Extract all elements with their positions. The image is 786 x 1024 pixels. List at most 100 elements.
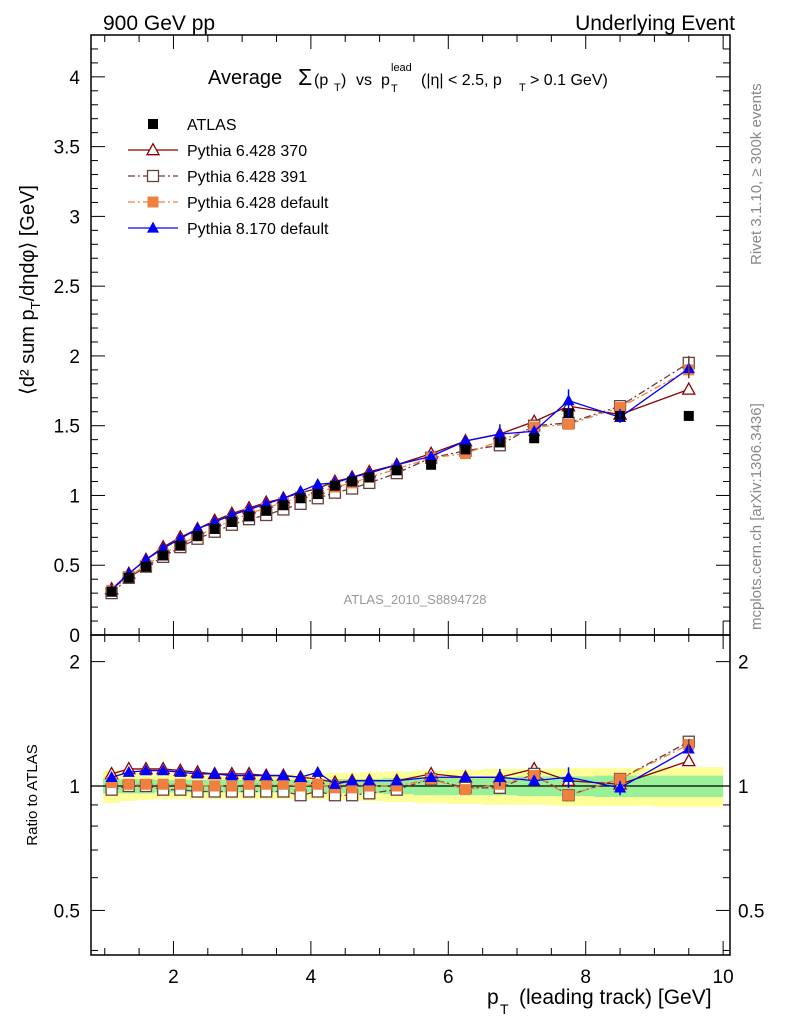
marker xyxy=(174,532,187,544)
marker xyxy=(294,770,307,782)
marker xyxy=(425,770,438,782)
marker xyxy=(294,484,307,496)
marker xyxy=(209,780,221,792)
marker xyxy=(123,572,134,583)
title-p-sub: T xyxy=(391,83,398,95)
marker xyxy=(192,530,203,541)
marker xyxy=(278,500,289,511)
marker xyxy=(329,480,340,491)
ratio-y-tick-label-right: 0.5 xyxy=(738,901,764,922)
marker xyxy=(312,489,323,500)
marker xyxy=(175,540,186,551)
marker xyxy=(363,774,376,786)
marker xyxy=(683,410,694,421)
header-left: 900 GeV pp xyxy=(103,12,215,35)
title-sigma: Σ xyxy=(298,64,312,90)
marker xyxy=(277,778,289,790)
marker xyxy=(459,784,471,796)
title-detail: (|η| < 2.5, p xyxy=(421,72,502,89)
mcplots-label: mcplots.cern.ch [arXiv:1306.3436] xyxy=(748,403,765,630)
title-average: Average xyxy=(208,67,282,89)
y-tick-label: 2 xyxy=(69,347,80,368)
title-p-sup: lead xyxy=(391,62,412,74)
marker xyxy=(528,774,541,786)
y-tick-label: 1.5 xyxy=(54,417,80,438)
marker xyxy=(148,119,158,129)
marker xyxy=(528,424,541,436)
marker xyxy=(563,418,575,430)
title-sigma-sub: T xyxy=(334,82,341,94)
y-tick-label: 4 xyxy=(69,68,80,89)
marker xyxy=(208,515,221,527)
y-tick-label: 0.5 xyxy=(54,556,80,577)
x-tick-label: 10 xyxy=(713,967,734,988)
rivet-label: Rivet 3.1.10, ≥ 300k events xyxy=(748,83,765,265)
xlabel-rest: (leading track) [GeV] xyxy=(519,986,712,1009)
marker xyxy=(614,773,626,785)
title-detail-sub: T xyxy=(519,82,526,94)
series-line xyxy=(111,388,689,590)
marker xyxy=(425,450,438,462)
marker xyxy=(242,503,256,515)
x-tick-label: 8 xyxy=(580,967,591,988)
marker xyxy=(157,778,169,790)
y-tick-label: 1 xyxy=(69,486,80,507)
marker xyxy=(225,508,238,520)
legend-label-p6-370: Pythia 6.428 370 xyxy=(187,143,307,160)
marker xyxy=(346,782,358,794)
marker xyxy=(123,778,135,790)
marker xyxy=(139,764,153,776)
main-ylabel: ⟨d² sum pT/dηdφ⟩ [GeV] xyxy=(17,185,43,395)
marker xyxy=(147,196,159,208)
marker xyxy=(146,221,160,233)
marker xyxy=(277,769,290,781)
marker xyxy=(363,780,375,792)
y-tick-label: 3 xyxy=(69,207,80,228)
y-tick-label: 3.5 xyxy=(54,138,80,159)
title-detail-end: > 0.1 GeV) xyxy=(530,72,608,89)
marker xyxy=(106,776,118,788)
legend-label-p8-default: Pythia 8.170 default xyxy=(187,221,329,238)
marker xyxy=(122,765,135,777)
x-tick-label: 6 xyxy=(443,967,454,988)
marker xyxy=(364,472,375,483)
marker xyxy=(295,780,307,792)
ratio-ylabel: Ratio to ATLAS xyxy=(24,744,41,845)
marker xyxy=(346,774,359,786)
marker xyxy=(146,169,160,183)
series-line xyxy=(111,369,690,591)
ratio-y-tick-label-right: 2 xyxy=(738,653,749,674)
marker xyxy=(157,542,170,554)
legend-label-p6-391: Pythia 6.428 391 xyxy=(187,169,307,186)
ratio-series-layer xyxy=(104,735,696,802)
series-pythia-6-428-391 xyxy=(105,356,695,600)
marker xyxy=(459,434,472,446)
ratio-y-tick-label: 2 xyxy=(69,653,80,674)
title-vs: vs xyxy=(356,72,372,89)
marker xyxy=(328,777,341,789)
marker xyxy=(208,767,221,779)
marker xyxy=(347,476,358,487)
marker xyxy=(311,765,324,777)
marker xyxy=(260,497,273,509)
header-right: Underlying Event xyxy=(575,12,735,35)
marker xyxy=(277,491,290,503)
marker xyxy=(563,789,575,801)
main-series-layer xyxy=(104,355,696,600)
marker xyxy=(243,778,255,790)
series-pythia-6-428-370 xyxy=(104,381,696,595)
ratio-y-tick-label-right: 1 xyxy=(738,777,749,798)
marker xyxy=(225,769,238,781)
legend-label-p6-default: Pythia 6.428 default xyxy=(187,195,329,212)
marker xyxy=(260,769,273,781)
marker xyxy=(459,770,472,782)
marker xyxy=(106,586,117,597)
title-p: p xyxy=(381,72,390,89)
marker xyxy=(174,778,186,790)
marker xyxy=(312,778,324,790)
marker xyxy=(460,444,471,455)
x-tick-label: 2 xyxy=(168,967,179,988)
marker xyxy=(191,522,204,534)
marker xyxy=(614,402,626,414)
